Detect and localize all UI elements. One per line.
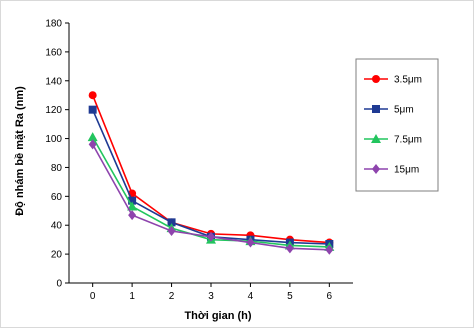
- y-tick-label: 60: [51, 192, 63, 203]
- x-tick-label: 3: [208, 291, 214, 302]
- data-point: [87, 132, 98, 142]
- data-point: [167, 226, 176, 236]
- data-point: [128, 196, 137, 205]
- y-tick-label: 100: [45, 134, 62, 145]
- x-tick-label: 2: [169, 291, 175, 302]
- y-tick-label: 180: [45, 19, 62, 30]
- legend-marker: [372, 105, 380, 113]
- series-layer: [87, 91, 335, 255]
- data-point: [88, 139, 97, 150]
- data-point: [207, 231, 215, 242]
- legend-label: 5μm: [394, 105, 414, 116]
- data-point: [127, 201, 138, 211]
- y-tick-label: 80: [51, 163, 63, 174]
- x-tick-label: 5: [287, 291, 293, 302]
- x-tick-label: 6: [327, 291, 333, 302]
- y-tick-label: 120: [45, 105, 62, 116]
- data-point: [128, 210, 137, 221]
- data-point: [88, 105, 97, 114]
- data-point: [285, 243, 294, 254]
- y-tick-label: 0: [56, 279, 62, 290]
- x-tick-label: 0: [90, 291, 96, 302]
- legend: 3.5μm 5μm 7.5μm 15μm: [355, 58, 439, 192]
- y-axis-title: Độ nhám bề mặt Ra (nm): [14, 86, 26, 216]
- y-tick-label: 20: [51, 250, 63, 261]
- x-tick-label: 1: [129, 291, 135, 302]
- legend-label: 7.5μm: [394, 135, 422, 146]
- data-point: [167, 218, 176, 227]
- series-line: [91, 94, 330, 244]
- legend-label: 15μm: [394, 165, 419, 176]
- y-tick-label: 140: [45, 76, 62, 87]
- legend-marker: [372, 164, 380, 174]
- data-point: [325, 244, 334, 255]
- legend-marker: [372, 75, 380, 83]
- data-point: [246, 237, 255, 248]
- series-line: [91, 109, 330, 245]
- series-4: [88, 139, 334, 255]
- y-tick-label: 40: [51, 221, 63, 232]
- legend-marker: [371, 134, 381, 143]
- y-axis: 0 20 40 60 80 100 120 140 160 180: [45, 19, 70, 290]
- data-point: [88, 91, 97, 100]
- series-1: [88, 91, 334, 247]
- x-tick-label: 4: [248, 291, 254, 302]
- x-axis: 0 1 2 3 4 5 6: [69, 282, 353, 302]
- y-tick-label: 160: [45, 47, 62, 58]
- x-axis-title: Thời gian (h): [184, 310, 251, 322]
- legend-label: 3.5μm: [394, 75, 422, 86]
